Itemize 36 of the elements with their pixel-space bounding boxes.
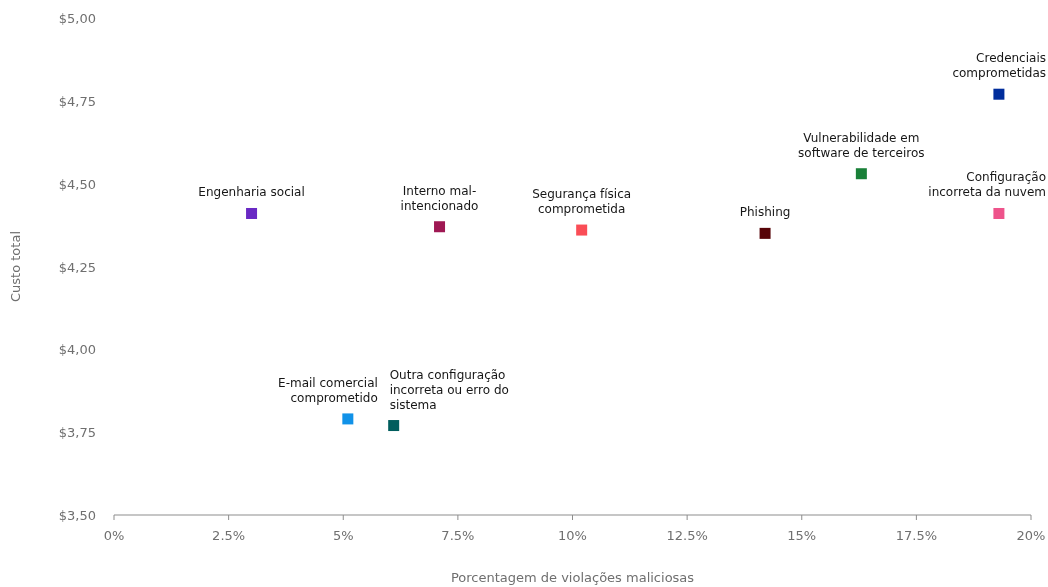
x-tick-label: 5% [332, 528, 354, 543]
series-label: Vulnerabilidade em software de terceiros [798, 130, 925, 160]
x-tick-label: 15% [787, 528, 817, 543]
y-axis-title: Custo total [8, 231, 23, 302]
series-label: Outra configuração incorreta ou erro do sistema [389, 367, 509, 412]
point [576, 224, 588, 236]
x-tick-label: 7.5% [441, 528, 475, 543]
point [993, 207, 1005, 219]
y-tick-label: $3,75 [58, 425, 96, 441]
x-tick-label: 12.5% [666, 528, 708, 543]
point [342, 413, 354, 425]
series-label: Configuração incorreta da nuvem [928, 170, 1046, 200]
point [855, 168, 867, 180]
x-tick-label: 20% [1016, 528, 1046, 543]
x-tick-label: 10% [558, 528, 587, 543]
point [388, 420, 400, 432]
series-label: Credenciais comprometidas [952, 51, 1046, 81]
x-tick-label: 2.5% [212, 528, 246, 543]
y-tick-label: $3,50 [58, 508, 96, 523]
point [993, 88, 1005, 100]
series-label: Phishing [739, 205, 791, 220]
text: E-mail comercial comprometido [278, 375, 378, 405]
point [434, 221, 446, 233]
series-label: Engenharia social [198, 185, 305, 200]
x-tick-label: 0% [103, 528, 125, 543]
y-tick-label: $4,25 [58, 259, 96, 275]
series-label: Segurança física comprometida [532, 187, 632, 217]
y-tick-label: $4,75 [58, 93, 96, 109]
y-tick-label: $4,00 [58, 342, 96, 358]
point [246, 207, 258, 219]
x-tick-label: 17.5% [895, 528, 938, 543]
y-tick-label: $4,50 [58, 176, 96, 192]
y-tick-label: $5,00 [58, 11, 96, 26]
x-axis-title: Porcentagem de violações maliciosas [450, 570, 695, 585]
point [759, 227, 771, 239]
series-label: Interno mal-intencionado [400, 183, 479, 213]
